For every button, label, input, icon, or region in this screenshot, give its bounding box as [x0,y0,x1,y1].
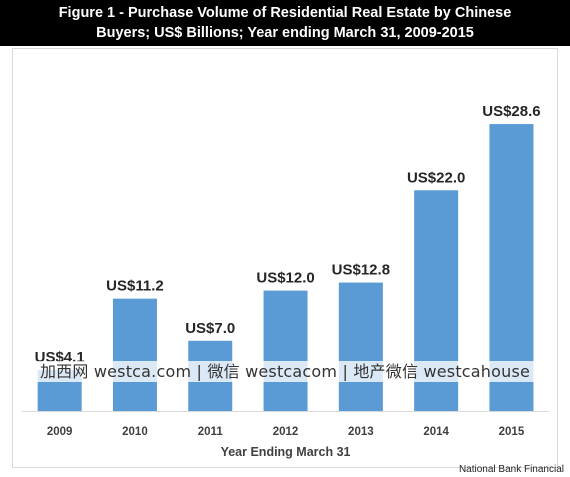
chart-title-line-1: Figure 1 - Purchase Volume of Residentia… [58,5,512,21]
data-label-2010: US$11.2 [106,278,164,295]
source-credit: National Bank Financial [458,464,564,475]
chart-title: Figure 1 - Purchase Volume of Residentia… [0,0,570,46]
x-tick-2014: 2014 [423,426,449,438]
x-tick-2012: 2012 [273,426,299,438]
data-label-2014: US$22.0 [407,169,465,186]
x-tick-2009: 2009 [47,426,73,438]
data-label-2013: US$12.8 [332,262,390,279]
data-labels: US$4.1US$11.2US$7.0US$12.0 US$12.8US$22.0… [35,103,541,366]
bar-2012 [263,290,308,411]
data-label-2011: US$7.0 [185,320,235,337]
bar-2013 [338,282,383,411]
x-tick-2013: 2013 [348,426,374,438]
chart-title-line-2: Buyers; US$ Billions; Year ending March … [96,25,474,41]
x-tick-labels: 2009 2010 2011 2012 2013 2014 2015 [47,426,525,438]
watermark: 加西网 westca.com | 微信 westcacom | 地产微信 wes… [0,358,570,382]
data-label-2015: US$28.6 [482,103,540,120]
x-axis-title: Year Ending March 31 [221,445,351,459]
x-tick-2010: 2010 [122,426,148,438]
bar-2010 [112,298,157,411]
data-label-2012: US$12.0 [256,270,314,287]
x-tick-2011: 2011 [198,426,224,438]
x-tick-2015: 2015 [499,426,525,438]
